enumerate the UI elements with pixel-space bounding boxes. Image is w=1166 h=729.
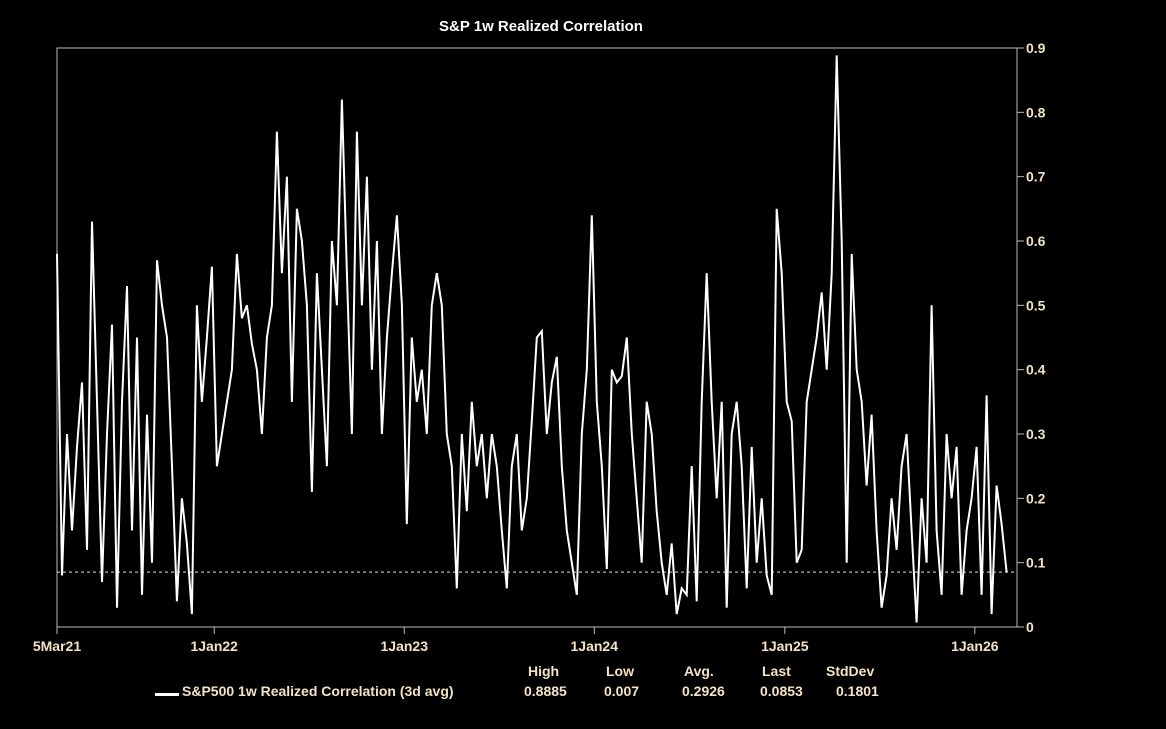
legend-header-stddev: StdDev <box>826 663 875 679</box>
legend-series-label: S&P500 1w Realized Correlation (3d avg) <box>182 683 454 699</box>
y-tick-label: 0 <box>1026 619 1034 635</box>
plot-frame <box>56 47 1018 628</box>
y-tick-label: 0.3 <box>1026 426 1046 442</box>
chart-title: S&P 1w Realized Correlation <box>439 18 643 35</box>
legend-value-last: 0.0853 <box>760 683 803 699</box>
y-tick-label: 0.5 <box>1026 297 1046 313</box>
y-tick-label: 0.1 <box>1026 555 1046 571</box>
x-tick-label: 1Jan25 <box>761 638 809 654</box>
y-tick-label: 0.6 <box>1026 233 1046 249</box>
legend-header-last: Last <box>762 663 791 679</box>
x-axis: 5Mar21 1Jan22 1Jan23 1Jan24 1Jan25 1Jan26 <box>33 627 999 654</box>
x-tick-label: 1Jan22 <box>190 638 238 654</box>
legend-value-stddev: 0.1801 <box>836 683 879 699</box>
x-tick-label: 5Mar21 <box>33 638 81 654</box>
legend-value-high: 0.8885 <box>524 683 567 699</box>
y-axis: 0 0.1 0.2 0.3 0.4 0.5 0.6 0.7 0.8 0.9 <box>1017 40 1046 635</box>
y-tick-label: 0.8 <box>1026 104 1046 120</box>
series-line-correlation <box>56 55 1008 623</box>
legend-header-low: Low <box>606 663 634 679</box>
y-tick-label: 0.4 <box>1026 362 1046 378</box>
x-tick-label: 1Jan24 <box>571 638 619 654</box>
legend-header-high: High <box>528 663 560 679</box>
legend-value-low: 0.007 <box>604 683 640 699</box>
y-tick-label: 0.9 <box>1026 40 1046 56</box>
x-tick-label: 1Jan26 <box>951 638 999 654</box>
legend-header-avg: Avg. <box>684 663 714 679</box>
y-tick-label: 0.7 <box>1026 169 1046 185</box>
legend-value-avg: 0.2926 <box>682 683 725 699</box>
y-tick-label: 0.2 <box>1026 490 1046 506</box>
x-tick-label: 1Jan23 <box>381 638 429 654</box>
legend-swatch <box>155 693 179 696</box>
